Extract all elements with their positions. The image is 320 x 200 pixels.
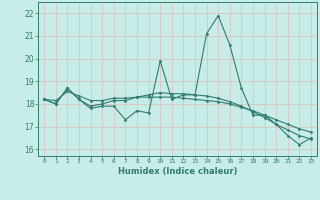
- X-axis label: Humidex (Indice chaleur): Humidex (Indice chaleur): [118, 167, 237, 176]
